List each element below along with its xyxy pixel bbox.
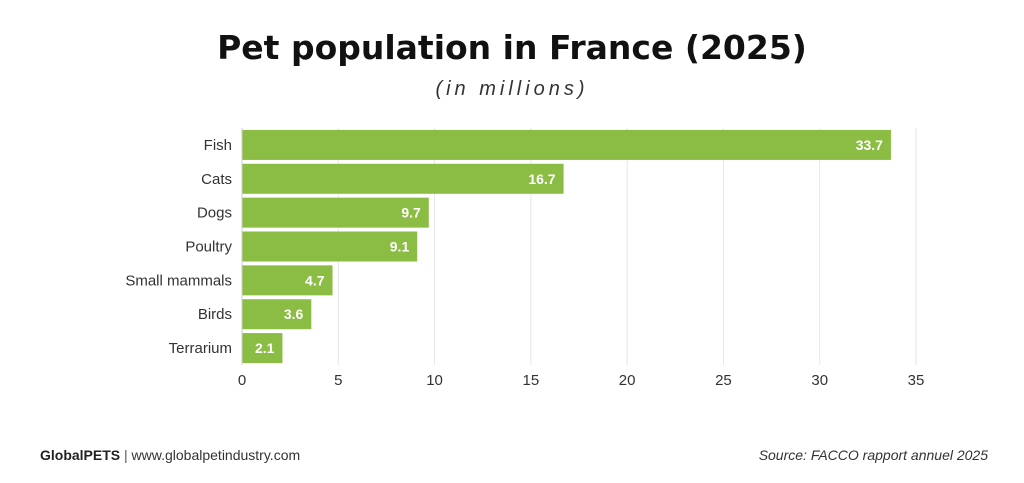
category-label: Terrarium: [169, 340, 232, 357]
category-label: Birds: [198, 306, 232, 323]
bar: [242, 333, 283, 364]
bar: [242, 163, 564, 194]
x-tick-label: 20: [619, 372, 636, 389]
website-link[interactable]: www.globalpetindustry.com: [131, 447, 301, 463]
bar-value-label: 4.7: [305, 272, 325, 288]
bar-value-label: 3.6: [284, 306, 304, 322]
category-label: Poultry: [185, 239, 232, 256]
brand-name: GlobalPETS: [40, 447, 121, 463]
bar: [242, 265, 333, 296]
x-tick-label: 15: [523, 372, 540, 389]
footer-credit: GlobalPETS | www.globalpetindustry.com: [40, 447, 300, 463]
x-tick-label: 25: [715, 372, 732, 389]
bar-value-label: 33.7: [856, 137, 883, 153]
bar-value-label: 2.1: [255, 340, 275, 356]
x-tick-label: 0: [238, 372, 246, 389]
category-label: Fish: [204, 137, 232, 154]
source-note: Source: FACCO rapport annuel 2025: [758, 447, 988, 463]
chart-subtitle: (in millions): [435, 78, 589, 100]
category-label: Cats: [201, 171, 232, 188]
bar: [242, 299, 312, 330]
bar-value-label: 16.7: [528, 171, 555, 187]
x-tick-label: 10: [426, 372, 443, 389]
category-label: Dogs: [197, 205, 232, 222]
bar-value-label: 9.7: [401, 205, 421, 221]
footer-separator: |: [124, 447, 128, 463]
x-tick-label: 5: [334, 372, 342, 389]
bar-value-label: 9.1: [390, 239, 410, 255]
bar: [242, 197, 429, 228]
x-tick-label: 35: [908, 372, 925, 389]
x-tick-label: 30: [811, 372, 828, 389]
bar: [242, 129, 891, 160]
bar: [242, 231, 418, 262]
category-label: Small mammals: [125, 272, 232, 289]
chart-title: Pet population in France (2025): [217, 28, 807, 67]
